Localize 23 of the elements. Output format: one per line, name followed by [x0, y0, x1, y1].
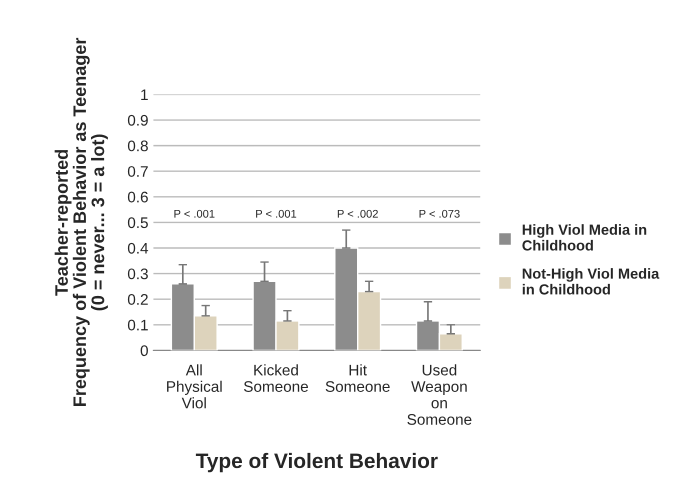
x-tick-label: All Physical Viol: [167, 364, 222, 408]
y-tick-label: 0.9: [128, 114, 148, 126]
y-tick-label: 0.6: [128, 192, 148, 202]
y-tick-label: 1: [141, 89, 148, 100]
y-tick-label: 0.4: [128, 242, 148, 254]
x-tick-label: Hit Someone: [326, 364, 390, 392]
annotation: P < .001: [256, 210, 296, 218]
x-axis-title: Type of Violent Behavior: [196, 452, 438, 472]
x-tick-label: Kicked Someone: [244, 364, 308, 392]
y-tick-label: 0: [140, 345, 148, 356]
annotation: P < .002: [338, 210, 378, 218]
y-axis-title: Teacher-reported Frequency of Violent Behavior as Teenager (0 = never... 3 = a lot): [54, 38, 108, 406]
legend-label: High Viol Media in Childhood: [522, 224, 646, 251]
annotation: P < .001: [174, 210, 214, 218]
annotation: P < .073: [420, 210, 460, 218]
x-tick-label: Used Weapon on Someone: [407, 364, 472, 425]
y-tick-label: 0.7: [128, 166, 148, 177]
legend-label: Not-High Viol Media in Childhood: [522, 268, 660, 295]
y-tick-label: 0.5: [128, 217, 148, 228]
y-tick-label: 0.3: [128, 268, 148, 280]
y-tick-label: 0.1: [128, 320, 148, 330]
y-tick-label: 0.8: [128, 140, 148, 152]
y-tick-label: 0.2: [128, 294, 148, 305]
